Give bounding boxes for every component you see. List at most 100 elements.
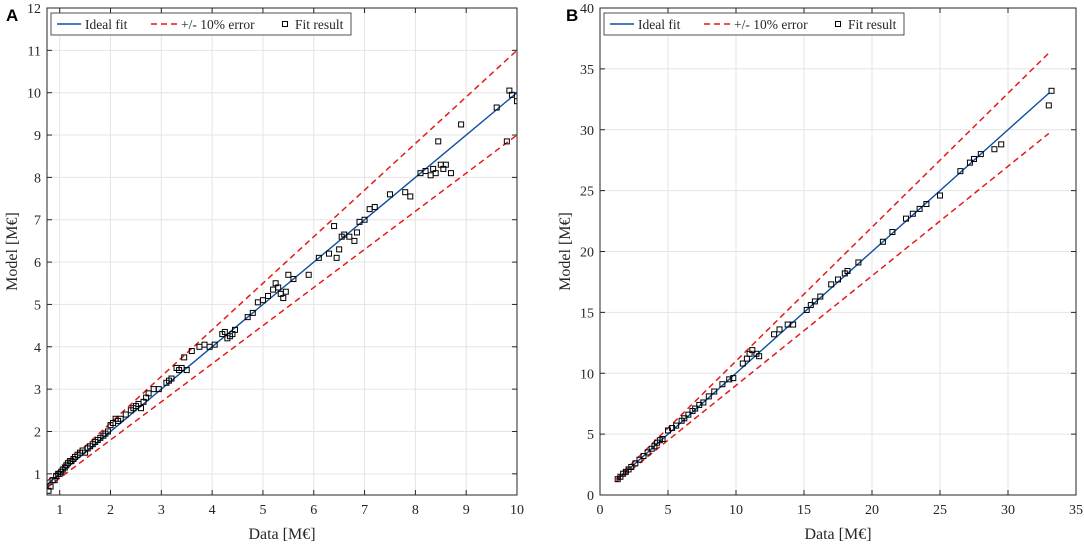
panel-a-axes-box: [46, 7, 518, 496]
panel-a-error-line-1: [47, 49, 517, 482]
panel-a-legend-fit-swatch: [282, 21, 288, 27]
panel-b-legend-fit-swatch: [835, 21, 841, 27]
panel-a-ytick-label: 4: [34, 341, 41, 356]
panel-b-fit-result-point: [644, 449, 651, 456]
panel-a-fit-result-point: [259, 297, 266, 304]
panel-b-fit-result-points: [614, 87, 1055, 483]
panel-b-fit-result-point: [673, 422, 680, 429]
panel-b-fit-result-point: [835, 276, 841, 283]
panel-b-xtick-label: 20: [865, 503, 879, 518]
panel-b-fit-result-point: [903, 215, 909, 222]
panel-a-ytick-label: 1: [34, 468, 41, 483]
panel-b-fit-result-point: [739, 360, 746, 367]
panel-a-legend-fit-label: Fit result: [295, 17, 344, 32]
panel-a-fit-result-point: [503, 138, 510, 145]
panel-b-xtick-label: 30: [1001, 503, 1015, 518]
panel-a-ylabel: Model [M€]: [4, 212, 21, 291]
panel-a-ytick-label: 6: [34, 256, 41, 271]
panel-a-fit-result-point: [155, 386, 162, 393]
panel-a-fit-result-point: [458, 121, 465, 128]
panel-a-fit-result-point: [386, 191, 393, 198]
panel-b-xlabel: Data [M€]: [804, 526, 871, 543]
panel-a-fit-result-point: [181, 354, 188, 361]
panel-b-fit-result-point: [692, 405, 699, 412]
panel-b-xtick-label: 10: [729, 503, 743, 518]
panel-b-fit-result-point: [923, 201, 930, 208]
panel-a-fit-result-point: [145, 390, 152, 397]
panel-b-error-line-2: [615, 132, 1050, 483]
panel-b-fit-result-point: [971, 155, 977, 162]
panel-b-ytick-label: 10: [580, 367, 594, 382]
panel-a-fit-result-point: [447, 170, 454, 177]
panel-a-fit-result-point: [333, 254, 340, 261]
panel-a-fit-result-point: [285, 271, 292, 278]
panel-b-fit-result-point: [711, 388, 718, 395]
panel-a-fit-result-point: [188, 348, 195, 355]
panel-a-fit-result-point: [265, 292, 272, 299]
panel-b-ytick-label: 0: [587, 489, 594, 504]
panel-a-fit-result-point: [435, 138, 442, 145]
panel-b-fit-result-point: [977, 151, 984, 158]
panel-a-fit-result-point: [282, 288, 289, 295]
panel-a-fit-result-point: [326, 250, 332, 257]
panel-a-ytick-label: 11: [28, 44, 41, 59]
panel-a-fit-result-point: [138, 405, 144, 412]
panel-a-fit-result-point: [221, 328, 228, 335]
panel-a-fit-result-point: [508, 91, 515, 98]
panel-b-letter: B: [566, 6, 578, 25]
panel-b-fit-result-point: [756, 353, 763, 360]
panel-b-legend: Ideal fit +/- 10% error Fit result: [603, 12, 905, 36]
panel-a-xtick-label: 1: [56, 503, 63, 518]
panel-b-fit-result-point: [889, 229, 896, 236]
panel-a-fit-result-point: [315, 254, 322, 261]
panel-b-fit-result-point: [705, 393, 712, 400]
panel-a-xlabel: Data [M€]: [248, 526, 315, 543]
panel-a-fit-result-point: [232, 326, 238, 333]
panel-a-fit-result-point: [183, 367, 190, 374]
panel-b-ylabel: Model [M€]: [557, 212, 574, 291]
panel-a-fit-result-point: [47, 483, 54, 490]
panel-a-ytick-label: 10: [27, 87, 41, 102]
panel-b-ytick-label: 20: [580, 246, 594, 261]
panel-b-fit-result-point: [817, 293, 824, 300]
panel-b-fit-result-point: [803, 306, 810, 313]
panel-a-fit-result-point: [122, 411, 129, 418]
panel-b-ytick-label: 15: [580, 306, 594, 321]
panel-a-xtick-label: 5: [259, 503, 266, 518]
panel-b-fit-result-point: [636, 456, 643, 463]
panel-a-fit-result-point: [493, 104, 500, 111]
panel-a-xtick-label: 7: [361, 503, 368, 518]
panel-a-fit-result-point: [442, 161, 449, 168]
panel-b-fit-result-point: [966, 159, 973, 166]
panel-a-ytick-label: 7: [34, 214, 41, 229]
panel-a-fit-result-point: [331, 223, 338, 230]
panel-b-legend-ideal-label: Ideal fit: [638, 17, 681, 32]
panel-b-fit-result-point: [776, 326, 783, 333]
panel-a-legend-box: [50, 12, 352, 36]
panel-b-fit-result-point: [998, 141, 1005, 148]
panel-b-fit-result-point: [909, 210, 916, 217]
panel-b-fit-result-point: [719, 381, 726, 388]
panel-b-fit-result-point: [790, 321, 797, 328]
panel-a-fit-result-point: [407, 193, 414, 200]
panel-b-fit-result-point: [879, 238, 886, 245]
panel-b-xtick-label: 0: [597, 503, 604, 518]
panel-a-legend: Ideal fit +/- 10% error Fit result: [50, 12, 352, 36]
panel-a-fit-result-point: [275, 284, 282, 291]
panel-b-fit-result-point: [700, 399, 707, 406]
panel-a-ytick-label: 8: [34, 171, 41, 186]
panel-b-fit-result-point: [681, 415, 688, 422]
panel-a-data: [47, 49, 517, 494]
panel-a-fit-result-point: [514, 98, 517, 105]
panel-b-fit-result-point: [811, 298, 818, 305]
panel-a-ytick-label: 2: [34, 425, 41, 440]
panel-a-xtick-label: 2: [107, 503, 114, 518]
panel-a-ideal-fit-line: [47, 92, 517, 485]
panel-a-fit-result-point: [249, 309, 256, 316]
panel-a-ytick-label: 12: [27, 2, 41, 17]
panel-b-fit-result-point: [685, 411, 692, 418]
panel-b-fit-result-point: [640, 453, 647, 460]
panel-a-xtick-label: 10: [510, 503, 524, 518]
panel-a-ytick-label: 9: [34, 129, 41, 144]
